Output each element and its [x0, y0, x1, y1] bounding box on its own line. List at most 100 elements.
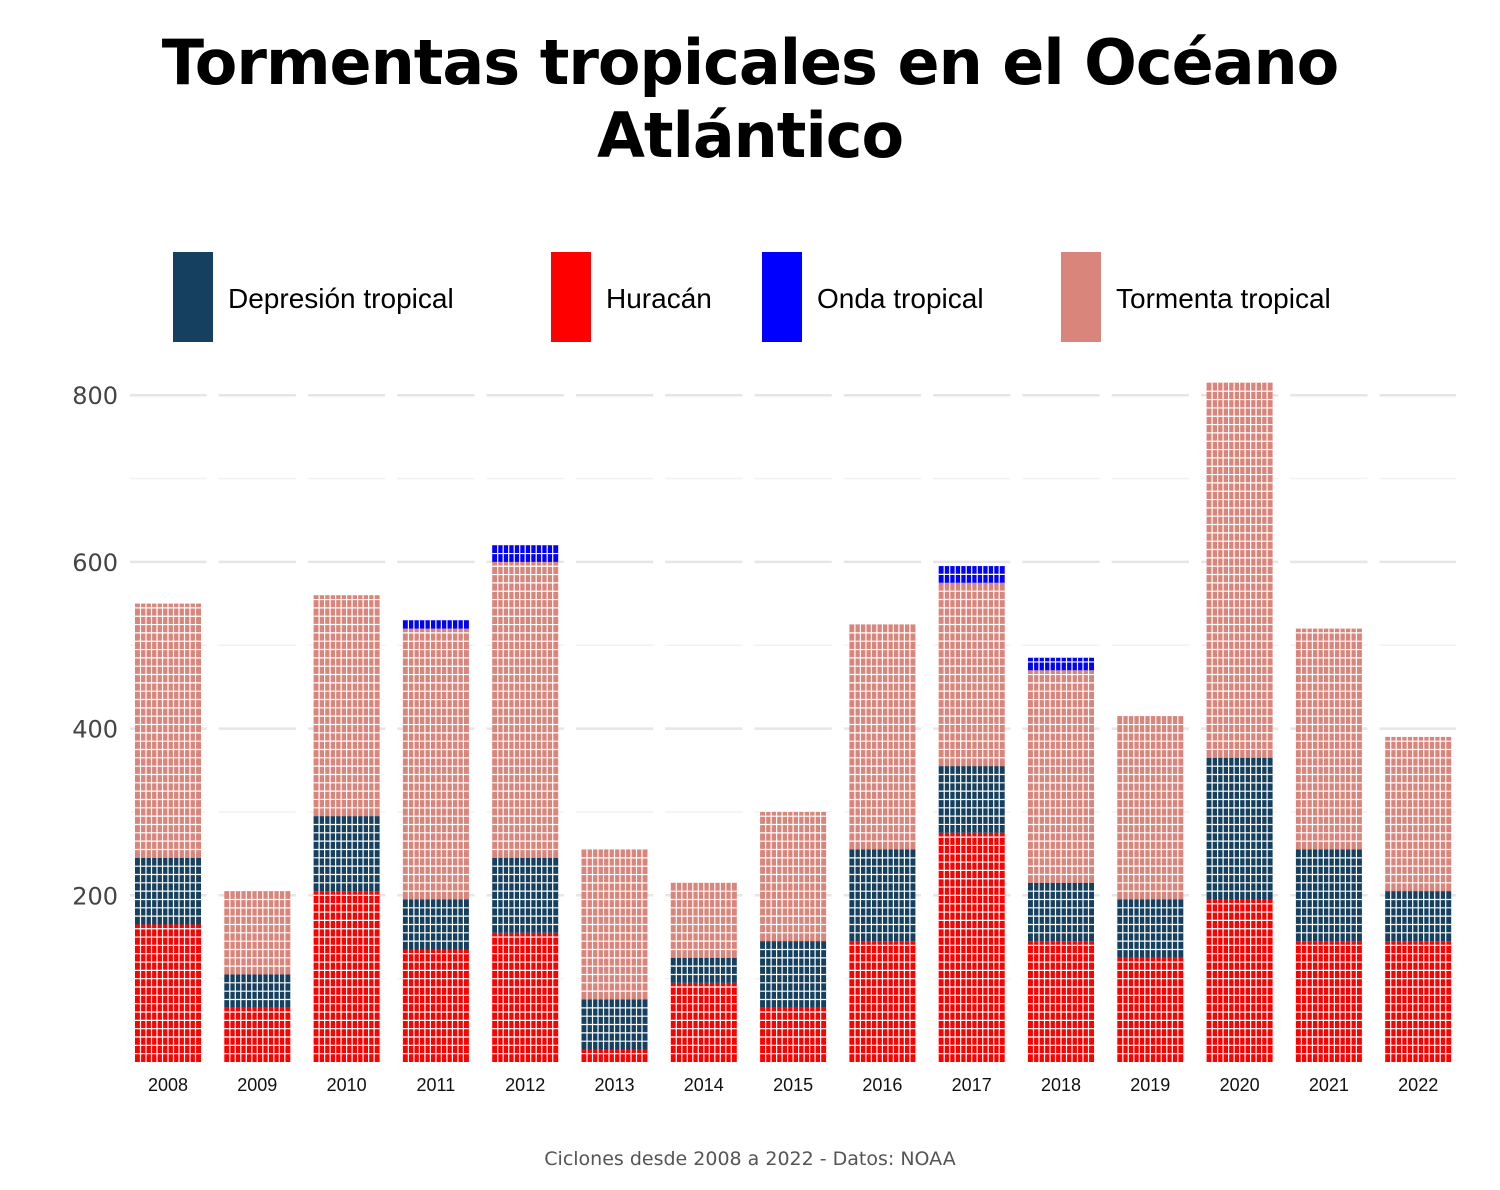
chart-caption: Ciclones desde 2008 a 2022 - Datos: NOAA	[544, 1148, 956, 1170]
legend-label: Depresión tropical	[228, 283, 454, 314]
y-tick-label: 800	[72, 382, 118, 410]
bar-segment-huracan	[1117, 957, 1184, 1062]
y-axis: 200 400 600 800	[72, 382, 118, 910]
bar-segment-huracan	[402, 949, 469, 1062]
bar-segment-huracan	[760, 1007, 827, 1062]
bar-segment-tormenta-tropical	[670, 882, 737, 958]
bars	[135, 382, 1452, 1062]
x-tick-label: 2018	[1041, 1075, 1081, 1095]
x-tick-label: 2010	[327, 1075, 367, 1095]
bar-segment-huracan	[581, 1049, 648, 1062]
bar-segment-tormenta-tropical	[402, 628, 469, 900]
legend-item-huracan: Huracán	[551, 252, 712, 342]
bar-2010	[313, 595, 380, 1062]
bar-segment-depresion-tropical	[1117, 899, 1184, 958]
bar-2016	[849, 624, 916, 1062]
legend-swatch	[551, 252, 591, 342]
bar-segment-tormenta-tropical	[135, 603, 201, 858]
bar-segment-tormenta-tropical	[760, 811, 827, 942]
x-tick-label: 2015	[773, 1075, 813, 1095]
legend: Depresión tropical Huracán Onda tropical To…	[173, 252, 1331, 342]
bar-segment-tormenta-tropical	[313, 595, 380, 817]
bar-segment-huracan	[224, 1007, 291, 1062]
bar-segment-depresion-tropical	[581, 999, 648, 1050]
bar-segment-huracan	[849, 941, 916, 1062]
bar-segment-depresion-tropical	[938, 766, 1005, 833]
x-tick-label: 2011	[417, 1075, 456, 1095]
bar-2008	[135, 603, 201, 1062]
x-axis: 2008 2009 2010 2011 2012 2013 2014 2015 2016 2017…	[148, 1075, 1438, 1095]
bar-2009	[224, 891, 291, 1062]
x-tick-label: 2022	[1398, 1075, 1438, 1095]
bar-segment-tormenta-tropical	[1295, 628, 1362, 850]
legend-item-tormenta-tropical: Tormenta tropical	[1061, 252, 1331, 342]
x-tick-label: 2013	[594, 1075, 634, 1095]
bar-segment-depresion-tropical	[135, 857, 201, 925]
x-tick-label: 2009	[237, 1075, 277, 1095]
bar-segment-huracan	[938, 832, 1005, 1062]
bar-segment-tormenta-tropical	[224, 891, 291, 975]
y-tick-label: 200	[72, 882, 118, 910]
bar-segment-tormenta-tropical	[1117, 716, 1184, 900]
bar-2021	[1295, 628, 1362, 1062]
bar-2015	[760, 811, 827, 1062]
bar-2011	[402, 620, 469, 1062]
legend-label: Huracán	[606, 283, 712, 314]
bar-2020	[1206, 382, 1273, 1062]
bar-segment-tormenta-tropical	[1385, 736, 1452, 892]
bar-segment-depresion-tropical	[670, 957, 737, 983]
bar-segment-depresion-tropical	[492, 857, 559, 933]
bar-2013	[581, 849, 648, 1062]
bar-segment-tormenta-tropical	[581, 849, 648, 1000]
bar-segment-huracan	[1295, 941, 1362, 1062]
bar-2014	[670, 882, 737, 1062]
bar-segment-depresion-tropical	[1028, 882, 1094, 942]
bar-segment-depresion-tropical	[1295, 849, 1362, 942]
bar-segment-tormenta-tropical	[1028, 670, 1094, 883]
legend-swatch	[173, 252, 213, 342]
chart-title: Tormentas tropicales en el Océano Atlánt…	[161, 26, 1340, 172]
bar-segment-depresion-tropical	[1206, 757, 1273, 900]
bar-segment-huracan	[492, 932, 559, 1062]
bar-segment-depresion-tropical	[1385, 891, 1452, 942]
bar-segment-depresion-tropical	[760, 941, 827, 1008]
bar-segment-huracan	[1206, 899, 1273, 1062]
x-tick-label: 2008	[148, 1075, 188, 1095]
x-tick-label: 2021	[1309, 1075, 1349, 1095]
bar-segment-onda-tropical	[402, 620, 469, 629]
bar-segment-tormenta-tropical	[938, 582, 1005, 767]
bar-segment-onda-tropical	[938, 566, 1005, 583]
bar-2022	[1385, 736, 1452, 1062]
y-tick-label: 600	[72, 549, 118, 577]
bar-segment-onda-tropical	[1028, 657, 1094, 671]
legend-label: Tormenta tropical	[1116, 283, 1331, 314]
bar-segment-huracan	[313, 891, 380, 1062]
bar-segment-huracan	[670, 982, 737, 1062]
bar-segment-depresion-tropical	[402, 899, 469, 950]
x-tick-label: 2016	[862, 1075, 902, 1095]
bar-2012	[492, 545, 559, 1062]
bar-segment-depresion-tropical	[224, 974, 291, 1008]
legend-label: Onda tropical	[817, 283, 984, 314]
bar-segment-depresion-tropical	[849, 849, 916, 942]
bar-2019	[1117, 716, 1184, 1062]
bar-segment-huracan	[1028, 941, 1094, 1062]
bar-segment-onda-tropical	[492, 545, 559, 562]
bar-segment-huracan	[1385, 941, 1452, 1062]
y-tick-label: 400	[72, 716, 118, 744]
x-tick-label: 2017	[952, 1075, 992, 1095]
x-tick-label: 2020	[1220, 1075, 1260, 1095]
bar-2017	[938, 566, 1005, 1062]
bar-segment-tormenta-tropical	[849, 624, 916, 850]
bar-segment-tormenta-tropical	[1206, 382, 1273, 758]
bar-segment-huracan	[135, 924, 201, 1062]
legend-item-depresion-tropical: Depresión tropical	[173, 252, 454, 342]
bar-2018	[1028, 657, 1094, 1062]
bar-segment-tormenta-tropical	[492, 561, 559, 858]
legend-swatch	[1061, 252, 1101, 342]
legend-swatch	[762, 252, 802, 342]
bar-segment-depresion-tropical	[313, 816, 380, 892]
legend-item-onda-tropical: Onda tropical	[762, 252, 984, 342]
x-tick-label: 2019	[1130, 1075, 1170, 1095]
